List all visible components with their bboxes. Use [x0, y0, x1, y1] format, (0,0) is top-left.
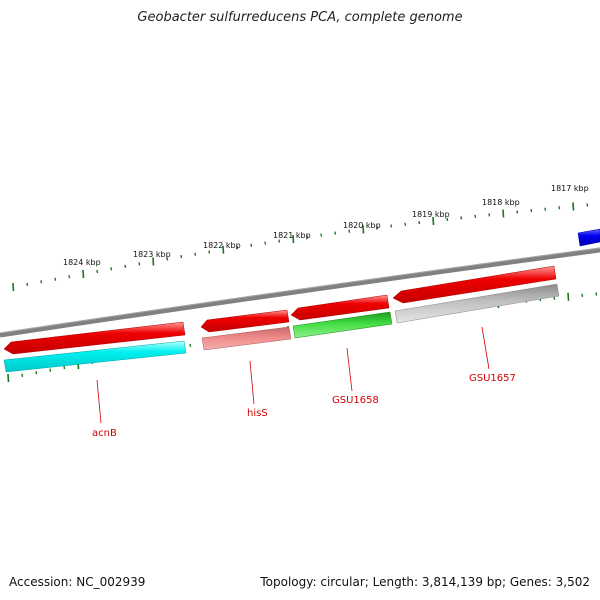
genome-backbone [0, 247, 600, 338]
gene-label-GSU1657[interactable]: GSU1657 [469, 373, 516, 384]
outer-scale-major-tick [82, 269, 85, 279]
outer-scale-minor-tick [544, 207, 547, 211]
accession-text: Accession: NC_002939 [9, 575, 146, 589]
outer-scale-minor-tick [40, 280, 43, 284]
outer-scale-minor-tick [474, 214, 477, 219]
scale-label-1823: 1823 kbp [133, 250, 171, 259]
inner-scale-minor-tick [21, 373, 24, 378]
scale-label-1817: 1817 kbp [551, 184, 589, 193]
outer-scale-major-tick [222, 245, 225, 254]
outer-scale-major-tick [152, 257, 155, 266]
gene-acnB-reverse[interactable] [3, 340, 187, 373]
outer-scale-minor-tick [348, 229, 351, 233]
outer-scale-minor-tick [124, 264, 127, 269]
outer-scale-minor-tick [460, 216, 463, 220]
outer-scale-minor-tick [54, 277, 57, 281]
outer-scale-minor-tick [236, 245, 239, 250]
outer-scale-minor-tick [404, 222, 407, 226]
gene-hisS-forward[interactable] [200, 309, 290, 333]
scale-label-1822: 1822 kbp [203, 241, 241, 250]
outer-scale-minor-tick [68, 274, 71, 279]
inner-scale-major-tick [7, 373, 10, 383]
outer-scale-minor-tick [166, 257, 169, 261]
inner-scale-major-tick [567, 292, 570, 301]
inner-scale-minor-tick [49, 368, 52, 372]
scale-label-1818: 1818 kbp [482, 198, 520, 207]
outer-scale-minor-tick [278, 239, 281, 243]
gene-blue-forward[interactable] [577, 228, 600, 247]
scale-label-1824: 1824 kbp [63, 258, 101, 267]
gene-label-hisS[interactable]: hisS [247, 408, 268, 419]
scale-label-1819: 1819 kbp [412, 210, 450, 219]
map-title: Geobacter sulfurreducens PCA, complete g… [137, 10, 463, 25]
outer-scale-minor-tick [376, 226, 379, 230]
outer-scale-minor-tick [194, 252, 197, 256]
gene-hisS-reverse[interactable] [201, 326, 292, 351]
gene-label-acnB[interactable]: acnB [92, 428, 117, 439]
outer-scale-minor-tick [264, 241, 267, 245]
outer-scale-minor-tick [446, 217, 449, 222]
scale-label-1821: 1821 kbp [273, 231, 311, 240]
gene-label-GSU1658[interactable]: GSU1658 [332, 395, 379, 406]
outer-scale-major-tick [292, 234, 295, 244]
outer-scale-minor-tick [516, 210, 519, 214]
leader-line-hisS [249, 360, 255, 405]
outer-scale-major-tick [12, 282, 15, 292]
outer-scale-major-tick [572, 202, 575, 211]
outer-scale-minor-tick [418, 220, 421, 225]
outer-scale-minor-tick [208, 250, 211, 254]
outer-scale-ticks [12, 202, 589, 292]
outer-scale-major-tick [362, 225, 365, 234]
outer-scale-minor-tick [530, 208, 533, 213]
scale-label-1820: 1820 kbp [343, 221, 381, 230]
inner-scale-minor-tick [595, 292, 598, 296]
genome-summary-text: Topology: circular; Length: 3,814,139 bp… [260, 575, 590, 589]
leader-line-GSU1658 [346, 347, 353, 392]
inner-scale-minor-tick [63, 365, 66, 370]
leader-line-acnB [96, 379, 102, 424]
outer-scale-major-tick [432, 216, 435, 226]
inner-scale-minor-tick [581, 293, 584, 298]
outer-scale-minor-tick [26, 282, 29, 287]
genome-backbone-highlight [0, 247, 600, 334]
inner-scale-minor-tick [189, 343, 192, 348]
outer-scale-minor-tick [138, 262, 141, 266]
inner-scale-minor-tick [35, 371, 38, 375]
gene-GSU1657-reverse[interactable] [394, 283, 560, 324]
gene-acnB-forward[interactable] [3, 321, 186, 355]
outer-scale-minor-tick [320, 233, 323, 237]
outer-scale-minor-tick [488, 213, 491, 217]
outer-scale-minor-tick [306, 235, 309, 239]
gene-GSU1658-reverse[interactable] [292, 311, 393, 339]
inner-scale-minor-tick [553, 296, 556, 300]
outer-scale-minor-tick [180, 254, 183, 259]
outer-scale-major-tick [502, 209, 505, 218]
gene-GSU1658-forward[interactable] [290, 294, 390, 321]
outer-scale-minor-tick [250, 243, 253, 247]
outer-scale-minor-tick [558, 206, 561, 210]
outer-scale-minor-tick [390, 224, 393, 228]
outer-scale-minor-tick [586, 203, 589, 207]
outer-scale-minor-tick [334, 231, 337, 235]
outer-scale-minor-tick [110, 267, 113, 271]
outer-scale-minor-tick [96, 269, 99, 274]
leader-line-GSU1657 [481, 326, 490, 370]
gene-GSU1657-forward[interactable] [392, 265, 557, 304]
